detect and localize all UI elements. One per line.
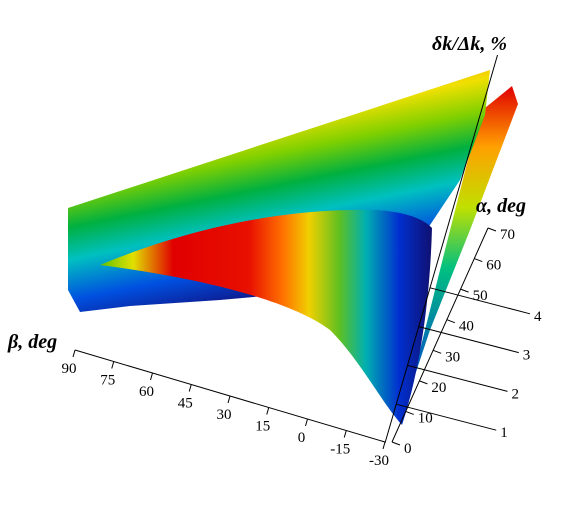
z-tick (418, 326, 519, 354)
y-axis-title: α, deg (476, 195, 526, 217)
z-axis (384, 54, 499, 444)
y-tick-label: 70 (500, 227, 515, 243)
z-tick-label: 4 (534, 309, 542, 325)
x-tick (72, 349, 76, 358)
z-tick-label: 1 (500, 425, 508, 441)
x-tick (111, 361, 115, 369)
x-axis-title: β, deg (7, 331, 57, 353)
x-tick-label: 75 (100, 373, 115, 389)
y-tick-label: 0 (404, 441, 412, 457)
x-tick (382, 441, 386, 450)
x-tick (305, 418, 308, 427)
x-tick (188, 384, 192, 392)
x-tick (227, 395, 231, 404)
z-tick (407, 364, 508, 392)
x-tick (343, 430, 347, 438)
surface-inner (100, 209, 432, 425)
x-tick-label: -15 (330, 442, 350, 458)
x-tick (150, 372, 153, 381)
x-tick-label: -30 (369, 453, 389, 469)
y-tick (419, 380, 428, 385)
x-tick-label: 45 (178, 396, 193, 412)
y-tick-label: 60 (486, 258, 501, 274)
x-tick-label: 30 (217, 407, 232, 423)
x-tick-label: 60 (139, 384, 154, 400)
z-tick (429, 287, 531, 315)
y-tick-label: 10 (418, 410, 433, 426)
z-tick (396, 403, 497, 431)
y-tick (391, 441, 401, 446)
y-tick (446, 319, 456, 324)
z-tick-label: 2 (512, 386, 520, 402)
y-tick-label: 40 (459, 319, 474, 335)
z-tick-label: 3 (523, 348, 531, 364)
y-tick (487, 227, 497, 232)
x-tick (266, 407, 270, 415)
y-tick (405, 410, 414, 415)
x-tick-label: 0 (298, 430, 306, 446)
z-axis-title: δk/Δk, % (432, 33, 507, 55)
y-tick (432, 349, 442, 354)
x-tick-label: 15 (255, 419, 270, 435)
x-tick-label: 90 (62, 361, 77, 377)
surface-right (410, 86, 518, 390)
y-tick-label: 30 (445, 349, 460, 365)
y-tick-label: 20 (431, 380, 446, 396)
y-tick (474, 258, 483, 263)
y-axis (391, 227, 489, 443)
y-tick (460, 288, 469, 293)
